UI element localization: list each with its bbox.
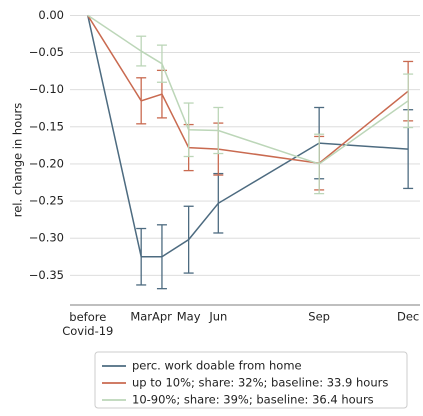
x-tick-label: Mar	[130, 310, 152, 324]
y-tick-label: −0.35	[29, 268, 64, 282]
y-tick-label: −0.05	[29, 45, 64, 59]
legend-label: perc. work doable from home	[132, 359, 302, 373]
x-tick-label: before Covid-19	[62, 310, 113, 338]
y-axis-label: rel. change in hours	[11, 103, 25, 218]
x-tick-label: Apr	[152, 310, 172, 324]
y-tick-label: −0.10	[29, 82, 64, 96]
x-tick-label: Dec	[397, 310, 419, 324]
y-tick-label: 0.00	[38, 8, 64, 22]
x-tick-label: May	[177, 310, 201, 324]
legend-box	[94, 351, 408, 409]
series-line	[87, 15, 409, 258]
y-tick-label: −0.20	[29, 156, 64, 170]
y-tick-label: −0.30	[29, 231, 64, 245]
legend-label: 10-90%; share: 39%; baseline: 36.4 hours	[132, 393, 374, 407]
y-tick-label: −0.25	[29, 194, 64, 208]
x-tick-label: Sep	[308, 310, 330, 324]
y-tick-label: −0.15	[29, 119, 64, 133]
legend-label: up to 10%; share: 32%; baseline: 33.9 ho…	[132, 376, 388, 390]
x-tick-label: Jun	[208, 310, 227, 324]
